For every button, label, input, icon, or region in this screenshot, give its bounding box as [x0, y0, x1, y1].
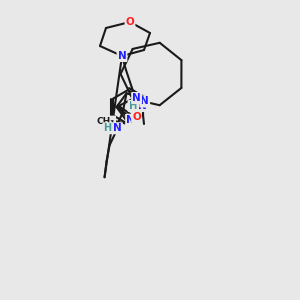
Text: N: N [140, 97, 149, 106]
Text: CH₃: CH₃ [97, 116, 115, 125]
Text: N: N [138, 101, 146, 111]
Text: N: N [126, 115, 135, 125]
Text: O: O [132, 112, 141, 122]
Text: H: H [103, 123, 112, 133]
Text: O: O [126, 17, 134, 27]
Text: N: N [132, 93, 141, 103]
Text: N: N [113, 123, 122, 133]
Text: N: N [118, 51, 126, 61]
Text: H: H [129, 101, 137, 111]
